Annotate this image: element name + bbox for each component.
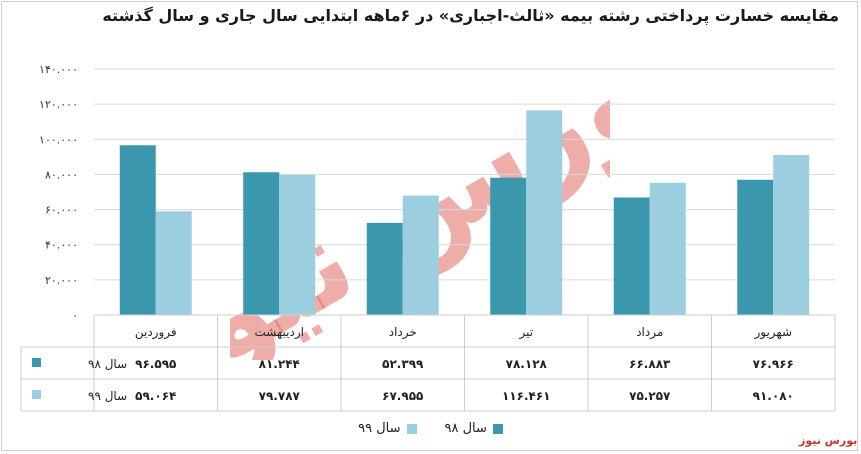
category-label: تیر xyxy=(518,325,533,340)
table-series-label: سال ۹۸ xyxy=(88,357,127,371)
data-label: ۹۱.۰۸۰ xyxy=(753,389,794,403)
legend-swatch xyxy=(492,423,503,434)
y-tick-label: ۱۰۰.۰۰۰ xyxy=(39,133,78,146)
data-label: ۸۱.۲۴۴ xyxy=(259,357,300,371)
legend-label: سال ۹۸ xyxy=(444,421,487,436)
bar-99 xyxy=(773,154,810,315)
data-label: ۵۲.۳۹۹ xyxy=(382,357,424,371)
data-label: ۷۶.۹۶۶ xyxy=(753,357,794,371)
bar-98 xyxy=(737,179,774,315)
data-label: ۷۸.۱۲۸ xyxy=(506,357,548,371)
y-tick-label: ۱۴۰.۰۰۰ xyxy=(39,63,78,76)
legend-label: سال ۹۹ xyxy=(358,421,401,436)
y-tick-label: ۱۲۰.۰۰۰ xyxy=(39,98,78,111)
bar-99 xyxy=(649,182,686,315)
data-label: ۷۵.۲۵۷ xyxy=(629,389,671,403)
category-label: مرداد xyxy=(636,325,663,340)
bar-99 xyxy=(526,110,563,315)
legend-swatch xyxy=(406,423,417,434)
brand-label: بورس نیوز xyxy=(799,434,858,447)
legend: سال ۹۸ سال ۹۹ xyxy=(0,421,861,436)
data-label: ۷۹.۷۸۷ xyxy=(259,389,301,403)
category-label: خرداد xyxy=(389,325,417,340)
legend-item-98: سال ۹۸ xyxy=(445,421,503,436)
y-tick-label: ۴۰.۰۰۰ xyxy=(45,239,78,252)
table-legend-swatch xyxy=(32,390,41,399)
legend-item-99: سال ۹۹ xyxy=(358,421,417,436)
data-label: ۵۹.۰۶۴ xyxy=(135,389,176,403)
bar-98 xyxy=(119,145,156,315)
bar-98 xyxy=(613,197,650,315)
data-label: ۹۶.۵۹۵ xyxy=(135,357,176,371)
chart-title: مقایسه خسارت پرداختی رشته بیمه «ثالث-اجب… xyxy=(102,6,839,25)
bar-99 xyxy=(155,211,192,315)
table-series-label: سال ۹۹ xyxy=(88,389,127,403)
category-label: شهریور xyxy=(753,325,792,340)
bar-99 xyxy=(279,174,316,315)
bar-99 xyxy=(402,195,439,315)
data-label: ۶۶.۸۸۳ xyxy=(629,357,671,371)
category-label: اردیبهشت xyxy=(255,325,304,340)
bar-98 xyxy=(366,222,403,315)
y-tick-label: ۶۰.۰۰۰ xyxy=(45,204,78,217)
category-label: فروردین xyxy=(135,325,177,340)
data-label: ۶۷.۹۵۵ xyxy=(382,389,423,403)
bar-98 xyxy=(490,177,527,315)
y-tick-label: ۰ xyxy=(72,309,78,322)
data-label: ۱۱۶.۴۶۱ xyxy=(502,389,551,403)
y-tick-label: ۸۰.۰۰۰ xyxy=(45,168,78,181)
table-legend-swatch xyxy=(32,358,41,367)
bar-98 xyxy=(243,172,280,315)
y-tick-label: ۲۰.۰۰۰ xyxy=(45,274,78,287)
